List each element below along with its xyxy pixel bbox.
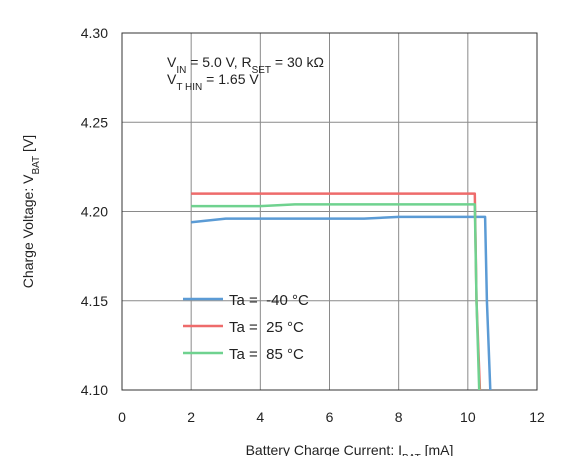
y-tick-label: 4.25 <box>81 114 108 130</box>
tick-labels: 0 2 4 6 8 10 12 4.10 4.15 4.20 4.25 4.30 <box>81 25 545 425</box>
conditions-line-1: VIN = 5.0 V, RSET = 30 kΩ <box>167 54 324 76</box>
y-tick-label: 4.15 <box>81 293 108 309</box>
y-tick-label: 4.20 <box>81 204 108 220</box>
legend-label-3: Ta = 85 °C <box>229 346 304 363</box>
x-tick-label: 6 <box>326 409 334 425</box>
legend: Ta = -40 °C Ta = 25 °C Ta = 85 °C <box>183 292 309 363</box>
x-axis-label: Battery Charge Current: IBAT [mA] <box>246 442 454 456</box>
x-tick-label: 4 <box>256 409 264 425</box>
x-tick-label: 0 <box>118 409 126 425</box>
x-tick-label: 8 <box>395 409 403 425</box>
grid <box>122 33 537 390</box>
series-layer <box>191 192 492 391</box>
y-axis-label: Charge Voltage: VBAT [V] <box>20 135 42 288</box>
x-tick-label: 2 <box>187 409 195 425</box>
plot-frame <box>121 32 538 391</box>
y-tick-label: 4.10 <box>81 382 108 398</box>
series-line-1 <box>191 215 492 391</box>
x-tick-label: 12 <box>529 409 545 425</box>
conditions-line-2: VT HIN = 1.65 V <box>167 71 259 93</box>
series-line-3 <box>191 203 481 391</box>
legend-label-1: Ta = -40 °C <box>229 292 309 309</box>
y-tick-label: 4.30 <box>81 25 108 41</box>
legend-label-2: Ta = 25 °C <box>229 319 304 336</box>
x-tick-label: 10 <box>460 409 476 425</box>
